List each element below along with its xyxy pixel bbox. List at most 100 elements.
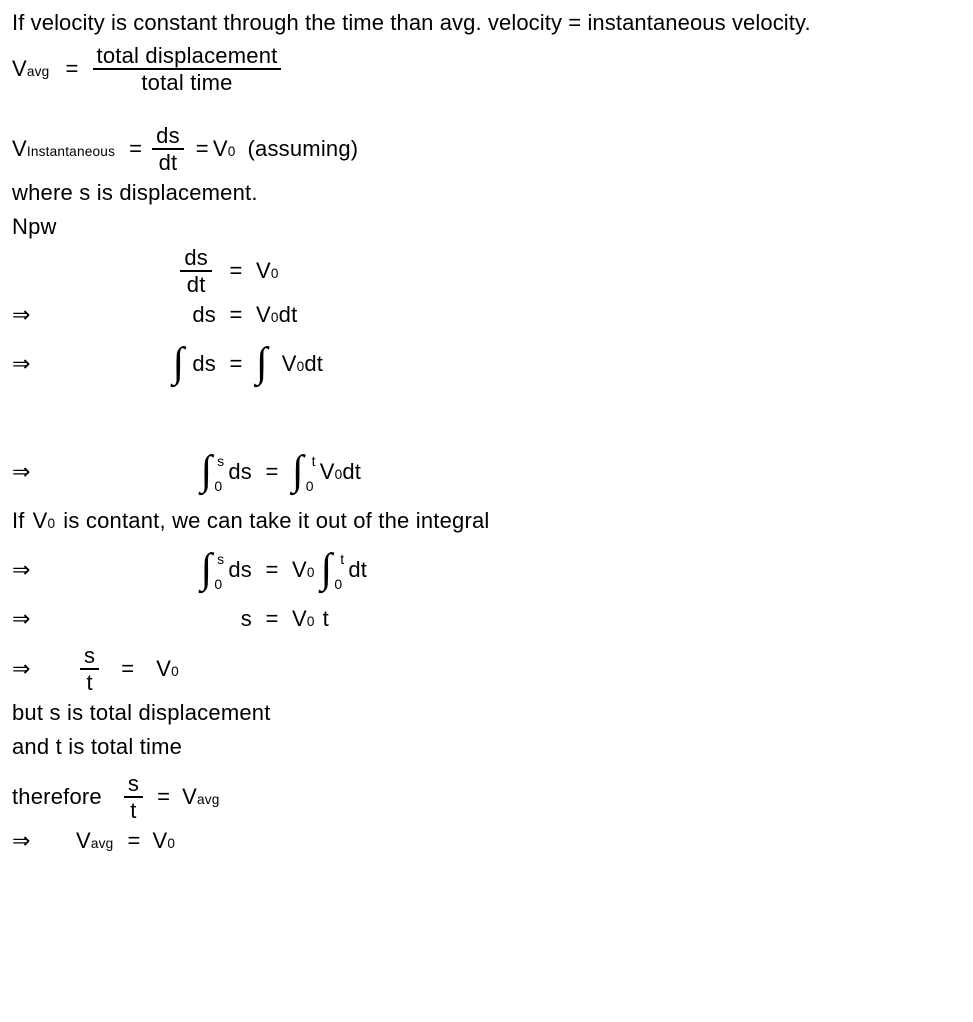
numerator-s: s [80, 644, 99, 670]
integral-upper-limit: t [340, 551, 344, 567]
integral-lower-limit: 0 [214, 478, 222, 494]
symbol-V: V [12, 136, 27, 162]
text-v0-constant: If V0 is contant, we can take it out of … [12, 504, 961, 538]
eqn-vavg-eq-v0: ⇒ Vavg = V0 [12, 824, 961, 858]
numerator-total-displacement: total displacement [93, 44, 282, 70]
equals-sign: = [252, 606, 292, 632]
subscript-zero: 0 [271, 310, 279, 325]
equals-sign: = [65, 56, 78, 82]
symbol-V: V [182, 784, 197, 810]
subscript-zero: 0 [335, 467, 343, 482]
subscript-zero: 0 [307, 565, 315, 580]
symbol-s: s [241, 606, 252, 632]
text-assuming: (assuming) [248, 136, 359, 162]
symbol-V: V [33, 508, 48, 534]
subscript-zero: 0 [307, 614, 315, 629]
equals-sign: = [157, 784, 170, 810]
lhs-dsdt: ds dt [76, 246, 216, 296]
symbol-V: V [153, 828, 168, 854]
fraction-ds-dt: ds dt [180, 246, 212, 296]
integral-glyph: ∫ [256, 340, 268, 386]
rhs-v0: V0 [256, 258, 279, 284]
integral-lower-limit: 0 [214, 576, 222, 592]
lhs-int-ds: ∫ ds [76, 347, 216, 382]
symbol-dt: dt [304, 351, 323, 377]
eqn-ds-eq-v0dt: ⇒ ds = V0dt [12, 298, 961, 332]
integral-sign-limits: ∫ t 0 [292, 455, 306, 490]
rhs-v0dt: V0dt [256, 302, 297, 328]
subscript-avg: avg [27, 64, 50, 79]
symbol-V: V [292, 606, 307, 632]
eqn-vinst-definition: VInstantaneous = ds dt = V0 (assuming) [12, 122, 961, 176]
intro-text: If velocity is constant through the time… [12, 10, 961, 36]
eqn-vavg-definition: Vavg = total displacement total time [12, 42, 961, 96]
arrow-icon: ⇒ [12, 656, 76, 682]
subscript-zero: 0 [171, 664, 179, 679]
subscript-zero: 0 [48, 516, 56, 531]
eqn-int-ds-eq-int-v0dt: ⇒ ∫ ds = ∫ V0dt [12, 332, 961, 396]
subscript-zero: 0 [228, 144, 236, 159]
eqn-s-over-t-eq-v0: ⇒ s t = V0 [12, 642, 961, 696]
integral-glyph: ∫ [201, 448, 213, 494]
symbol-ds: ds [192, 351, 216, 377]
symbol-dt: dt [342, 459, 361, 485]
equals-sign: = [216, 258, 256, 284]
integral-glyph: ∫ [321, 546, 333, 592]
numerator-s: s [124, 772, 143, 798]
numerator-ds: ds [152, 124, 184, 150]
eqn-defint-ds-eq-v0-defint-dt: ⇒ ∫ s 0 ds = V0 ∫ t 0 dt [12, 538, 961, 602]
equals-sign: = [127, 828, 140, 854]
denominator-dt: dt [183, 272, 210, 296]
symbol-V: V [320, 459, 335, 485]
eqn-s-eq-v0t: ⇒ s = V0 t [12, 602, 961, 636]
integral-upper-limit: t [312, 453, 316, 469]
symbol-V: V [256, 302, 271, 328]
arrow-icon: ⇒ [12, 557, 76, 583]
equals-sign: = [196, 136, 209, 162]
equals-sign: = [216, 302, 256, 328]
arrow-icon: ⇒ [12, 302, 76, 328]
rhs-v0-defint-dt: V0 ∫ t 0 dt [292, 553, 367, 588]
symbol-dt: dt [348, 557, 367, 583]
document-root: If velocity is constant through the time… [0, 0, 973, 878]
eqn-therefore-s-over-t-eq-vavg: therefore s t = Vavg [12, 770, 961, 824]
symbol-V: V [12, 56, 27, 82]
integral-glyph: ∫ [173, 340, 185, 386]
symbol-ds: ds [228, 459, 252, 485]
equals-sign: = [252, 557, 292, 583]
equals-sign: = [216, 351, 256, 377]
text-constant-out: is contant, we can take it out of the in… [63, 508, 489, 534]
integral-sign: ∫ [256, 347, 270, 382]
denominator-t: t [82, 670, 96, 694]
subscript-instantaneous: Instantaneous [27, 144, 115, 159]
symbol-V: V [76, 828, 91, 854]
symbol-dt: dt [279, 302, 298, 328]
rhs-int-v0dt: ∫ V0dt [256, 347, 323, 382]
arrow-icon: ⇒ [12, 351, 76, 377]
denominator-dt: dt [155, 150, 182, 174]
text-and-t: and t is total time [12, 730, 961, 764]
fraction-s-t: s t [80, 644, 99, 694]
numerator-ds: ds [180, 246, 212, 272]
rhs-defint-v0dt: ∫ t 0 V0dt [292, 455, 361, 490]
lhs-ds: ds [76, 302, 216, 328]
lhs-s: s [76, 606, 252, 632]
arrow-icon: ⇒ [12, 606, 76, 632]
eqn-defint-ds-eq-defint-v0dt: ⇒ ∫ s 0 ds = ∫ t 0 V0dt [12, 440, 961, 504]
fraction-displacement-time: total displacement total time [93, 44, 282, 94]
fraction-s-t: s t [124, 772, 143, 822]
equals-sign: = [252, 459, 292, 485]
symbol-V: V [282, 351, 297, 377]
text-where-s: where s is displacement. [12, 176, 961, 210]
eqn-dsdt-eq-v0: ds dt = V0 [12, 244, 961, 298]
arrow-icon: ⇒ [12, 459, 76, 485]
integral-glyph: ∫ [201, 546, 213, 592]
arrow-icon: ⇒ [12, 828, 76, 854]
integral-sign-limits: ∫ s 0 [201, 553, 215, 588]
integral-glyph: ∫ [292, 448, 304, 494]
subscript-avg: avg [91, 836, 114, 851]
integral-lower-limit: 0 [334, 576, 342, 592]
integral-sign-limits: ∫ t 0 [321, 553, 335, 588]
denominator-total-time: total time [137, 70, 236, 94]
symbol-V: V [156, 656, 171, 682]
